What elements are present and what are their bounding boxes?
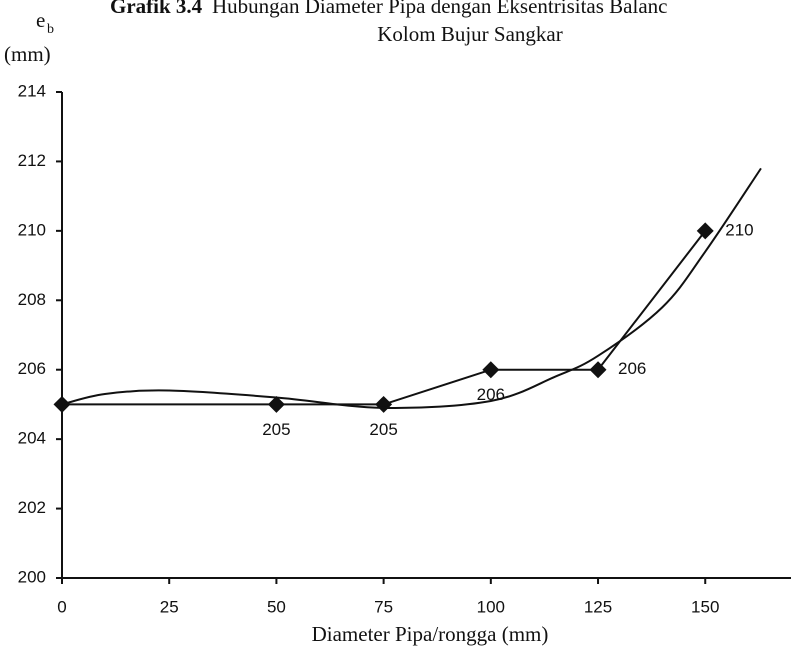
x-tick-label: 50	[267, 597, 286, 616]
data-label: 206	[618, 359, 646, 378]
data-point	[267, 395, 285, 413]
y-tick-label: 206	[18, 359, 46, 378]
y-axis-unit: (mm)	[4, 42, 51, 66]
y-tick-label: 212	[18, 151, 46, 170]
y-axis-subscript: b	[47, 22, 54, 37]
data-point	[482, 361, 500, 379]
y-tick-label: 214	[18, 81, 46, 100]
data-line	[62, 230, 707, 406]
y-axis-symbol: e	[36, 8, 45, 32]
x-tick-label: 125	[584, 597, 612, 616]
x-tick-label: 0	[57, 597, 66, 616]
x-axis-label: Diameter Pipa/rongga (mm)	[312, 622, 549, 646]
y-tick-label: 200	[18, 567, 46, 586]
y-tick-label: 208	[18, 290, 46, 309]
x-tick-label: 150	[691, 597, 719, 616]
data-label: 210	[725, 220, 753, 239]
data-label: 205	[369, 420, 397, 439]
data-point	[589, 361, 607, 379]
data-point	[696, 222, 714, 240]
trend-line	[61, 167, 762, 409]
chart-title: Hubungan Diameter Pipa dengan Eksentrisi…	[212, 0, 667, 18]
chart-title-prefix: Grafik 3.4	[110, 0, 203, 18]
x-tick-label: 100	[477, 597, 505, 616]
data-label: 205	[262, 420, 290, 439]
y-tick-label: 210	[18, 220, 46, 239]
x-tick-label: 25	[160, 597, 179, 616]
chart-title-line2: Kolom Bujur Sangkar	[377, 22, 562, 46]
y-tick-label: 202	[18, 498, 46, 517]
x-tick-label: 75	[374, 597, 393, 616]
data-point	[375, 395, 393, 413]
y-tick-label: 204	[18, 429, 46, 448]
